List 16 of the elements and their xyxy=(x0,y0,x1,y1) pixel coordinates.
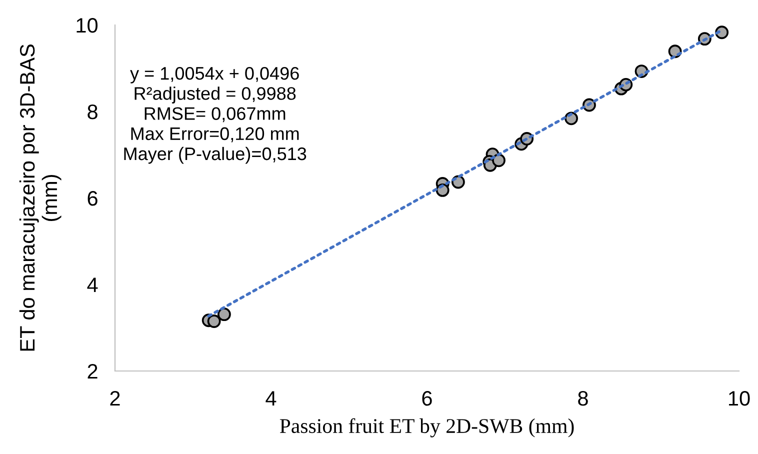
x-axis-title: Passion fruit ET by 2D-SWB (mm) xyxy=(280,418,574,438)
y-tick-label: 6 xyxy=(88,191,98,206)
x-tick-label: 8 xyxy=(578,390,588,406)
y-tick-label: 4 xyxy=(87,278,98,292)
point xyxy=(207,314,221,328)
x-tick-label: 6 xyxy=(422,390,432,406)
annotation: y = 1,0054x + 0,0496 R²adjusted = 0,9988 RMSE= 0,067mm Max Error=0,120 mm Mayer (P-value)=0,513 xyxy=(124,66,306,164)
x-tick-label: 4 xyxy=(266,391,276,406)
y-axis-title: ET do maracujazeiro por 3D-BAS (mm) xyxy=(19,44,62,351)
x-tick-label: 2 xyxy=(110,390,120,406)
y-tick-label: 8 xyxy=(88,104,98,120)
point xyxy=(217,308,231,322)
point xyxy=(492,154,506,168)
y-tick-label: 2 xyxy=(88,364,98,379)
x-tick-label: 10 xyxy=(729,390,750,406)
y-tick-label: 10 xyxy=(76,18,98,33)
